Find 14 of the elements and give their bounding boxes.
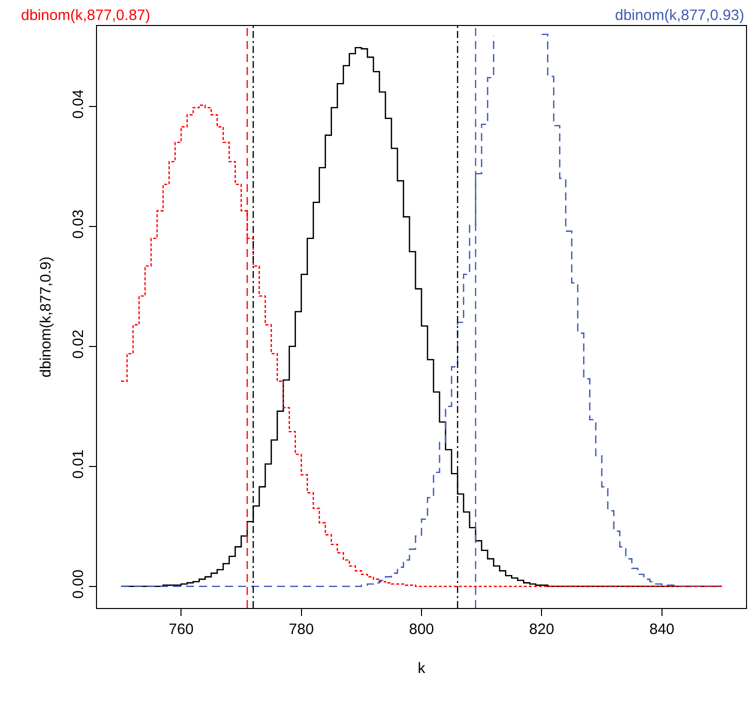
x-axis-title: k [418,660,426,677]
x-tick-label: 820 [529,621,554,638]
x-tick-label: 780 [288,621,314,638]
text: dbinom(k,877,0.93) [615,7,744,24]
text: dbinom(k,877,0.87) [21,7,150,24]
y-tick-label: 0.03 [70,210,87,239]
y-tick-label: 0.02 [70,330,87,359]
x-tick-label: 840 [649,621,674,638]
y-tick-label: 0.00 [70,570,87,599]
x-tick-label: 800 [408,621,434,638]
x-tick-label: 760 [168,621,194,638]
y-tick-label: 0.01 [70,450,87,479]
y-tick-label: 0.04 [70,90,87,119]
y-axis-title: dbinom(k,877,0.9) [37,256,54,378]
